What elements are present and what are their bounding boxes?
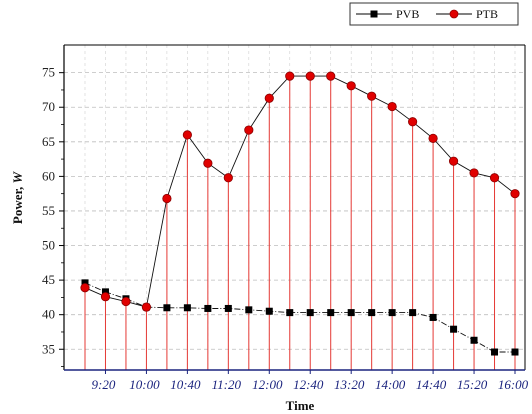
- pvb-point: [183, 304, 191, 312]
- ptb-point: [223, 173, 233, 183]
- ptb-point: [326, 71, 336, 81]
- data-markers: [80, 71, 520, 356]
- ptb-point: [182, 130, 192, 140]
- x-tick-label: 12:00: [252, 377, 283, 392]
- axes: [59, 44, 526, 374]
- legend-box: [349, 2, 519, 26]
- x-tick-label: 16:00: [498, 377, 529, 392]
- ptb-point: [469, 168, 479, 178]
- ptb-point: [162, 193, 172, 204]
- pvb-point: [327, 309, 335, 317]
- ptb-point: [264, 93, 274, 103]
- pvb-point: [265, 307, 273, 315]
- ptb-point: [100, 292, 111, 302]
- pvb-point: [81, 279, 89, 287]
- ptb-point: [244, 125, 254, 135]
- ptb-point: [408, 117, 418, 127]
- legend-ptb-label: PTB: [476, 7, 498, 21]
- pvb-point: [163, 304, 171, 312]
- x-tick-label: 9:20: [92, 377, 116, 392]
- ptb-point: [346, 81, 356, 91]
- ptb-point: [121, 296, 131, 307]
- pvb-point: [388, 309, 396, 317]
- tick-labels: 35 40 45 50 55 60 65 70 75 9:20 10:00 10:40 11:20 12:…: [42, 65, 529, 392]
- y-tick-label: 65: [42, 134, 55, 149]
- x-tick-label: 11:20: [212, 377, 242, 392]
- y-axis-title-main: Power,: [10, 183, 25, 224]
- ptb-point: [203, 158, 213, 168]
- ptb-point: [80, 283, 90, 293]
- x-tick-label: 14:40: [416, 377, 447, 392]
- x-axis-title: Time: [286, 398, 315, 413]
- x-tick-label: 15:20: [457, 377, 488, 392]
- legend-pvb-marker: [370, 10, 378, 18]
- ptb-point: [141, 302, 152, 312]
- pvb-point: [101, 288, 109, 296]
- y-tick-label: 50: [42, 238, 55, 253]
- pvb-point: [511, 348, 519, 356]
- legend-ptb-marker: [449, 9, 459, 19]
- y-axis-title: Power, W: [10, 170, 25, 224]
- pvb-point: [224, 304, 232, 312]
- y-tick-label: 70: [42, 99, 55, 114]
- series-line-ptb: [84, 75, 516, 308]
- ptb-point: [448, 156, 459, 166]
- y-tick-label: 55: [42, 203, 55, 218]
- legend-pvb-label: PVB: [396, 7, 419, 21]
- y-tick-label: 75: [42, 65, 55, 80]
- pvb-point: [306, 309, 314, 317]
- series-lines: [84, 75, 516, 353]
- pvb-point: [491, 348, 499, 356]
- ptb-point: [305, 71, 315, 81]
- pvb-point: [470, 336, 478, 344]
- pvb-point: [368, 309, 376, 317]
- x-tick-label: 10:00: [129, 377, 160, 392]
- ptb-point: [387, 101, 397, 112]
- y-tick-label: 35: [42, 341, 55, 356]
- ptb-point: [489, 173, 500, 183]
- pvb-point: [245, 306, 253, 314]
- y-tick-label: 40: [42, 307, 55, 322]
- pvb-point: [347, 309, 355, 317]
- pvb-point: [450, 325, 458, 333]
- x-tick-label: 14:00: [375, 377, 406, 392]
- y-axis-title-unit: W: [10, 170, 25, 183]
- pvb-point: [429, 313, 437, 321]
- ptb-point: [428, 133, 438, 143]
- y-tick-label: 45: [42, 272, 55, 287]
- x-tick-label: 10:40: [170, 377, 201, 392]
- x-tick-label: 13:20: [334, 377, 365, 392]
- ptb-point: [510, 189, 520, 199]
- y-tick-label: 60: [42, 168, 55, 183]
- series-line-pvb: [84, 282, 515, 353]
- legend: PVB PTB: [349, 2, 519, 26]
- pvb-point: [409, 309, 417, 317]
- pvb-point: [286, 309, 294, 317]
- ptb-point: [285, 71, 295, 81]
- ptb-point: [367, 91, 377, 101]
- pvb-point: [204, 304, 212, 312]
- x-tick-label: 12:40: [293, 377, 324, 392]
